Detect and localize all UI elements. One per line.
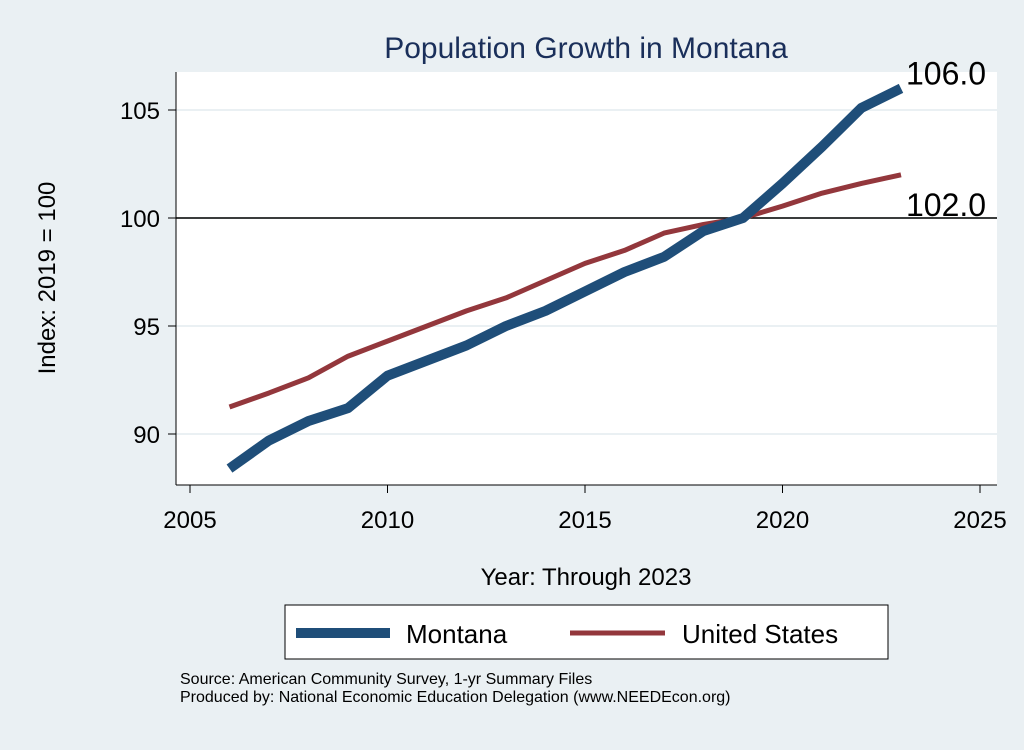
x-tick-label: 2005 [163,507,216,534]
y-tick-label: 100 [120,206,160,233]
x-tick-label: 2020 [756,507,809,534]
y-tick-label: 105 [120,98,160,125]
y-axis-label: Index: 2019 = 100 [34,182,61,375]
chart-title: Population Growth in Montana [384,32,788,65]
x-axis-label: Year: Through 2023 [481,564,692,591]
y-tick-label: 95 [133,314,160,341]
x-tick-label: 2025 [953,507,1006,534]
end-label-united-states: 102.0 [906,187,986,223]
producer-note: Produced by: National Economic Education… [180,689,731,706]
series-line-united-states [228,172,902,410]
source-note: Source: American Community Survey, 1-yr … [180,671,593,688]
end-label-montana: 106.0 [906,55,986,91]
x-tick-label: 2010 [361,507,414,534]
series-line-montana [226,83,904,473]
legend-label-us: United States [682,619,838,649]
x-tick-label: 2015 [558,507,611,534]
legend-label-montana: Montana [406,619,508,649]
y-tick-label: 90 [133,422,160,449]
